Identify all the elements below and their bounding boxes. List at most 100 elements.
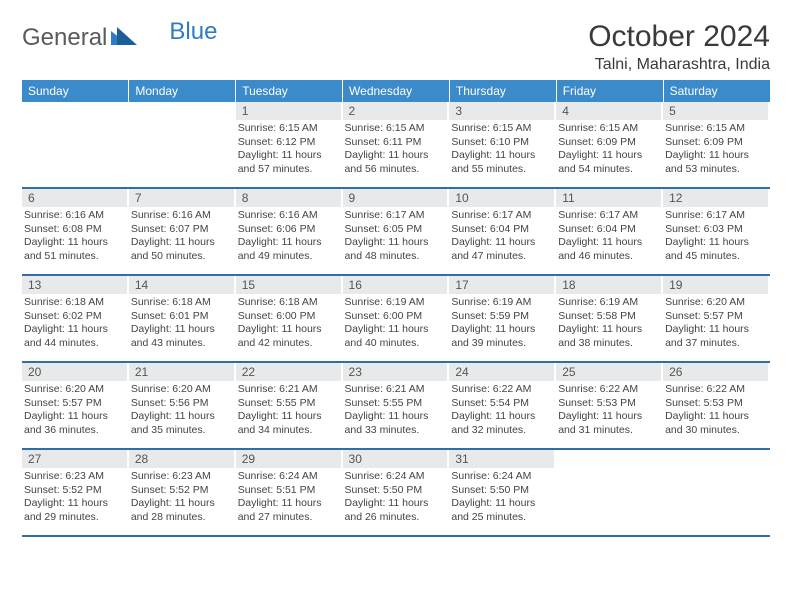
day-details: Sunrise: 6:23 AMSunset: 5:52 PMDaylight:… [22, 468, 129, 525]
daylight-text: Daylight: 11 hours and 53 minutes. [665, 149, 766, 176]
week-row: 20Sunrise: 6:20 AMSunset: 5:57 PMDayligh… [22, 362, 770, 449]
day-details: Sunrise: 6:21 AMSunset: 5:55 PMDaylight:… [343, 381, 450, 438]
day-cell: 4 Sunrise: 6:15 AMSunset: 6:09 PMDaylight… [556, 102, 663, 188]
daylight-text: Daylight: 11 hours and 43 minutes. [131, 323, 232, 350]
day-number: 6 [22, 189, 127, 207]
day-number: 9 [343, 189, 448, 207]
day-header: Sunday [22, 80, 129, 102]
daylight-text: Daylight: 11 hours and 51 minutes. [24, 236, 125, 263]
day-number: 10 [449, 189, 554, 207]
day-cell: 16Sunrise: 6:19 AMSunset: 6:00 PMDayligh… [343, 275, 450, 362]
sunset-text: Sunset: 5:59 PM [451, 310, 552, 324]
sunset-text: Sunset: 5:55 PM [238, 397, 339, 411]
day-details: Sunrise: 6:17 AMSunset: 6:04 PMDaylight:… [556, 207, 663, 264]
day-details: Sunrise: 6:15 AMSunset: 6:12 PMDaylight:… [236, 120, 343, 177]
day-cell: 15Sunrise: 6:18 AMSunset: 6:00 PMDayligh… [236, 275, 343, 362]
day-number: 19 [663, 276, 768, 294]
day-details: Sunrise: 6:18 AMSunset: 6:00 PMDaylight:… [236, 294, 343, 351]
day-cell: 5Sunrise: 6:15 AMSunset: 6:09 PMDaylight… [663, 102, 770, 188]
daylight-text: Daylight: 11 hours and 44 minutes. [24, 323, 125, 350]
sunrise-text: Sunrise: 6:22 AM [558, 383, 659, 397]
day-details: Sunrise: 6:19 AMSunset: 5:59 PMDaylight:… [449, 294, 556, 351]
sunset-text: Sunset: 5:52 PM [24, 484, 125, 498]
sunrise-text: Sunrise: 6:18 AM [238, 296, 339, 310]
sunrise-text: Sunrise: 6:20 AM [131, 383, 232, 397]
daylight-text: Daylight: 11 hours and 47 minutes. [451, 236, 552, 263]
day-header: Friday [556, 80, 663, 102]
sunset-text: Sunset: 5:57 PM [24, 397, 125, 411]
sunset-text: Sunset: 5:52 PM [131, 484, 232, 498]
daylight-text: Daylight: 11 hours and 30 minutes. [665, 410, 766, 437]
day-number: 4 [556, 102, 661, 120]
sunrise-text: Sunrise: 6:18 AM [131, 296, 232, 310]
day-details: Sunrise: 6:16 AMSunset: 6:08 PMDaylight:… [22, 207, 129, 264]
daylight-text: Daylight: 11 hours and 56 minutes. [345, 149, 446, 176]
day-cell: 12Sunrise: 6:17 AMSunset: 6:03 PMDayligh… [663, 188, 770, 275]
sunset-text: Sunset: 6:02 PM [24, 310, 125, 324]
day-number: 25 [556, 363, 661, 381]
day-cell: 18Sunrise: 6:19 AMSunset: 5:58 PMDayligh… [556, 275, 663, 362]
day-cell: 27Sunrise: 6:23 AMSunset: 5:52 PMDayligh… [22, 449, 129, 536]
sunset-text: Sunset: 6:12 PM [238, 136, 339, 150]
sunset-text: Sunset: 6:00 PM [238, 310, 339, 324]
day-details: Sunrise: 6:15 AMSunset: 6:11 PMDaylight:… [343, 120, 450, 177]
sunset-text: Sunset: 5:50 PM [451, 484, 552, 498]
day-cell: 21Sunrise: 6:20 AMSunset: 5:56 PMDayligh… [129, 362, 236, 449]
day-header: Wednesday [343, 80, 450, 102]
day-number: 12 [663, 189, 768, 207]
day-number: 3 [449, 102, 554, 120]
daylight-text: Daylight: 11 hours and 31 minutes. [558, 410, 659, 437]
sunrise-text: Sunrise: 6:24 AM [238, 470, 339, 484]
sunrise-text: Sunrise: 6:21 AM [238, 383, 339, 397]
day-cell: 19Sunrise: 6:20 AMSunset: 5:57 PMDayligh… [663, 275, 770, 362]
daylight-text: Daylight: 11 hours and 57 minutes. [238, 149, 339, 176]
daylight-text: Daylight: 11 hours and 55 minutes. [451, 149, 552, 176]
day-cell: 24Sunrise: 6:22 AMSunset: 5:54 PMDayligh… [449, 362, 556, 449]
day-details: Sunrise: 6:17 AMSunset: 6:04 PMDaylight:… [449, 207, 556, 264]
sunset-text: Sunset: 6:09 PM [558, 136, 659, 150]
day-number: 20 [22, 363, 127, 381]
daylight-text: Daylight: 11 hours and 48 minutes. [345, 236, 446, 263]
day-details: Sunrise: 6:20 AMSunset: 5:57 PMDaylight:… [663, 294, 770, 351]
day-details: Sunrise: 6:18 AMSunset: 6:01 PMDaylight:… [129, 294, 236, 351]
header: General Blue October 2024 Talni, Maharas… [22, 20, 770, 74]
title-block: October 2024 Talni, Maharashtra, India [588, 20, 770, 74]
sunrise-text: Sunrise: 6:19 AM [451, 296, 552, 310]
day-number: 14 [129, 276, 234, 294]
day-cell: 23Sunrise: 6:21 AMSunset: 5:55 PMDayligh… [343, 362, 450, 449]
sunrise-text: Sunrise: 6:16 AM [238, 209, 339, 223]
sunset-text: Sunset: 5:54 PM [451, 397, 552, 411]
daylight-text: Daylight: 11 hours and 42 minutes. [238, 323, 339, 350]
day-header-row: Sunday Monday Tuesday Wednesday Thursday… [22, 80, 770, 102]
day-details: Sunrise: 6:22 AMSunset: 5:54 PMDaylight:… [449, 381, 556, 438]
daylight-text: Daylight: 11 hours and 35 minutes. [131, 410, 232, 437]
day-details: Sunrise: 6:24 AMSunset: 5:50 PMDaylight:… [449, 468, 556, 525]
sunset-text: Sunset: 5:56 PM [131, 397, 232, 411]
daylight-text: Daylight: 11 hours and 27 minutes. [238, 497, 339, 524]
day-number: 26 [663, 363, 768, 381]
daylight-text: Daylight: 11 hours and 40 minutes. [345, 323, 446, 350]
calendar-table: Sunday Monday Tuesday Wednesday Thursday… [22, 80, 770, 537]
day-number: 17 [449, 276, 554, 294]
daylight-text: Daylight: 11 hours and 29 minutes. [24, 497, 125, 524]
day-header: Monday [129, 80, 236, 102]
day-cell: 6Sunrise: 6:16 AMSunset: 6:08 PMDaylight… [22, 188, 129, 275]
sunrise-text: Sunrise: 6:15 AM [451, 122, 552, 136]
daylight-text: Daylight: 11 hours and 25 minutes. [451, 497, 552, 524]
day-details: Sunrise: 6:20 AMSunset: 5:57 PMDaylight:… [22, 381, 129, 438]
sunrise-text: Sunrise: 6:20 AM [665, 296, 766, 310]
brand-blue: Blue [169, 18, 217, 46]
sunrise-text: Sunrise: 6:15 AM [558, 122, 659, 136]
day-header: Saturday [663, 80, 770, 102]
day-details: Sunrise: 6:16 AMSunset: 6:06 PMDaylight:… [236, 207, 343, 264]
location-label: Talni, Maharashtra, India [588, 56, 770, 74]
sunset-text: Sunset: 5:53 PM [665, 397, 766, 411]
daylight-text: Daylight: 11 hours and 54 minutes. [558, 149, 659, 176]
day-cell: 14Sunrise: 6:18 AMSunset: 6:01 PMDayligh… [129, 275, 236, 362]
day-cell [663, 449, 770, 536]
day-details: Sunrise: 6:19 AMSunset: 6:00 PMDaylight:… [343, 294, 450, 351]
day-details: Sunrise: 6:19 AMSunset: 5:58 PMDaylight:… [556, 294, 663, 351]
page-title: October 2024 [588, 20, 770, 54]
sunset-text: Sunset: 6:04 PM [558, 223, 659, 237]
sunset-text: Sunset: 6:03 PM [665, 223, 766, 237]
